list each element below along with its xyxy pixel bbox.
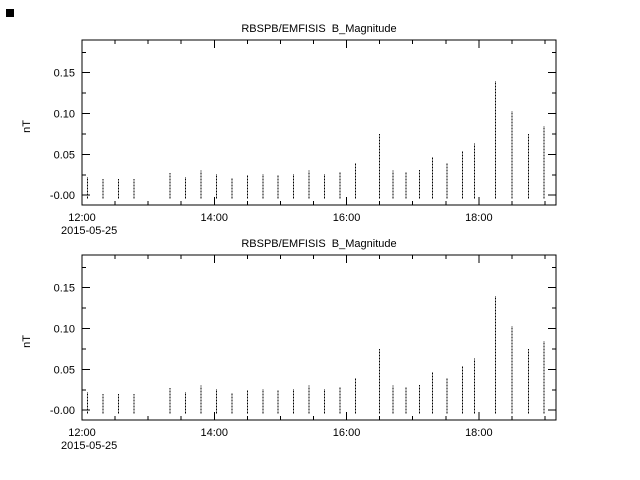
plot-panel-bottom: RBSPB/EMFISIS B_Magnitude nT -0.00 0.05 0.10… [21,238,557,452]
plot-panel-top: RBSPB/EMFISIS B_Magnitude nT -0.00 0.05 0.10… [21,23,557,237]
plot-title: RBSPB/EMFISIS B_Magnitude [241,238,396,250]
y-tick-label: 0.05 [54,149,75,161]
x-tick-label: 14:00 [201,212,229,224]
y-axis-label: nT [21,335,33,348]
x-tick-label: 18:00 [465,427,493,439]
y-tick-label: -0.00 [50,405,75,417]
x-tick-label: 14:00 [201,427,229,439]
y-tick-label: 0.10 [54,109,75,121]
y-tick-label: 0.15 [54,68,75,80]
y-tick-label: 0.15 [54,283,75,295]
plot-frame [81,39,557,206]
x-axis-date-label: 2015-05-25 [61,225,117,237]
y-tick-label: -0.00 [50,190,75,202]
data-spikes [87,295,545,414]
x-tick-label: 18:00 [465,212,493,224]
x-tick-label: 12:00 [68,212,96,224]
x-tick-label: 16:00 [333,212,361,224]
plot-title: RBSPB/EMFISIS B_Magnitude [241,23,396,35]
y-tick-label: 0.10 [54,324,75,336]
x-tick-label: 16:00 [333,427,361,439]
screen-artifact [6,9,14,17]
y-axis-label: nT [21,120,33,133]
y-tick-label: 0.05 [54,364,75,376]
x-tick-label: 12:00 [68,427,96,439]
x-axis-date-label: 2015-05-25 [61,440,117,452]
data-spikes [87,80,545,199]
plot-frame [81,254,557,421]
